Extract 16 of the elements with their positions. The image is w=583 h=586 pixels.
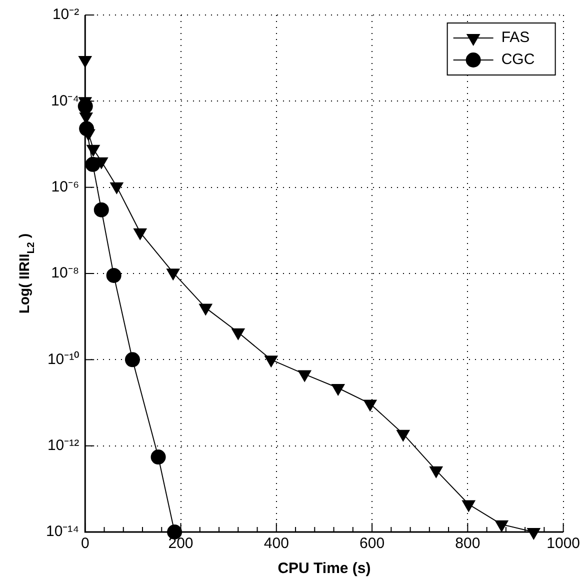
y-tick-label: 10⁻⁸ <box>51 264 80 282</box>
y-tick-label: 10⁻¹⁴ <box>46 523 80 540</box>
legend-label: CGC <box>501 51 535 68</box>
x-tick-label: 400 <box>264 535 289 552</box>
legend-label: FAS <box>501 29 530 46</box>
x-tick-label: 0 <box>80 535 90 552</box>
y-tick-label: 10⁻⁴ <box>50 92 80 110</box>
x-axis-title: CPU Time (s) <box>278 560 371 578</box>
y-tick-label: 10⁻⁶ <box>51 178 80 196</box>
y-tick-label: 10⁻² <box>52 6 80 24</box>
y-axis-title: Log( IIRIIL2 ) <box>16 233 37 314</box>
x-tick-label: 1000 <box>546 535 580 552</box>
x-tick-label: 800 <box>455 535 480 552</box>
y-tick-label: 10⁻¹² <box>47 436 80 454</box>
y-tick-label: 10⁻¹⁰ <box>47 350 80 368</box>
x-tick-label: 600 <box>360 535 385 552</box>
